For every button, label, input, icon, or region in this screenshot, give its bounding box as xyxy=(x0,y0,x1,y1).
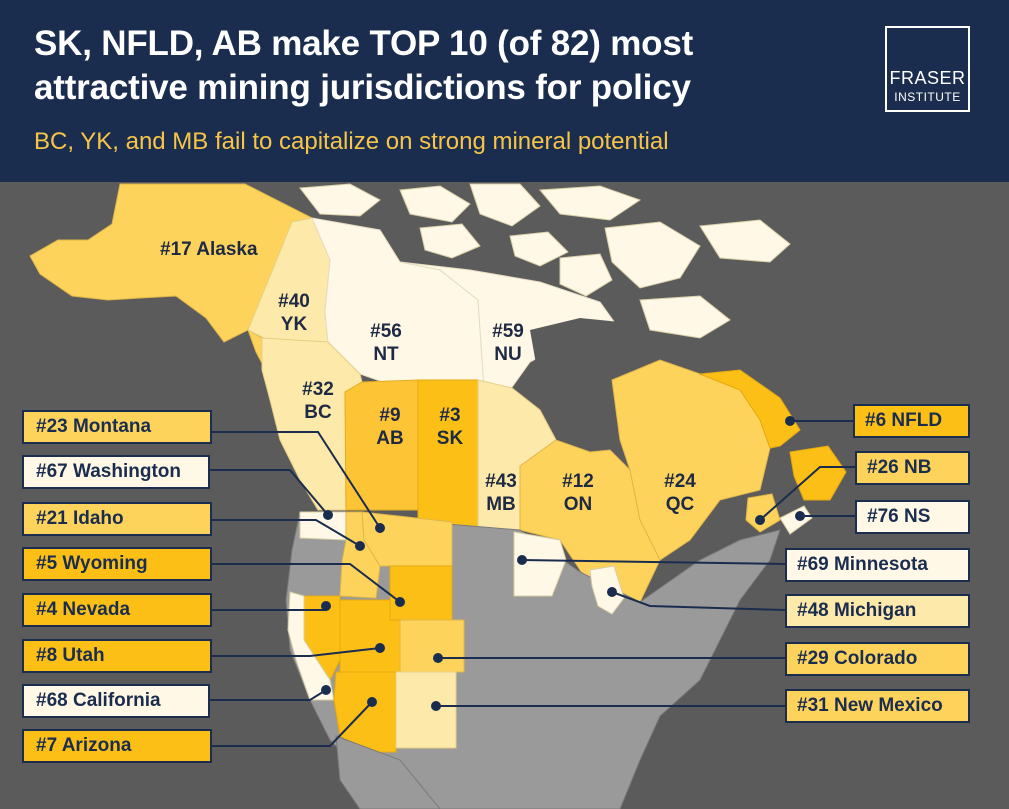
hudson-bay xyxy=(530,318,632,450)
label-alberta-rank: #9 xyxy=(379,405,401,426)
label-nwt-rank: #56 xyxy=(370,321,402,342)
callout-ns: #76 NS xyxy=(855,500,970,534)
callout-new-mexico: #31 New Mexico xyxy=(785,689,970,723)
callout-michigan: #48 Michigan xyxy=(785,594,970,628)
region-michigan xyxy=(589,565,625,615)
label-quebec-code: QC xyxy=(665,494,695,515)
label-nunavut-code: NU xyxy=(494,344,522,365)
label-ontario-rank: #12 xyxy=(562,471,594,492)
logo-line-1: FRASER xyxy=(889,68,966,88)
newfoundland-island xyxy=(789,445,847,501)
fraser-institute-logo: FRASER INSTITUTE xyxy=(885,26,970,112)
region-colorado xyxy=(399,619,465,673)
callout-nevada: #4 Nevada xyxy=(22,593,212,627)
jurisdiction-map xyxy=(29,183,855,809)
label-quebec-rank: #24 xyxy=(664,471,696,492)
callout-washington: #67 Washington xyxy=(22,455,210,489)
callout-nb: #26 NB xyxy=(855,451,970,485)
callout-california: #68 California xyxy=(22,684,210,718)
callout-colorado: #29 Colorado xyxy=(785,642,970,676)
label-nunavut: #59 NU xyxy=(488,320,528,366)
arctic-islands xyxy=(299,183,791,339)
leader-endpoints xyxy=(321,416,805,711)
callout-nfld: #6 NFLD xyxy=(853,404,970,438)
region-new-mexico xyxy=(395,671,457,749)
label-yukon-rank: #40 xyxy=(278,291,310,312)
label-saskatchewan-code: SK xyxy=(436,428,464,449)
label-manitoba-code: MB xyxy=(486,494,516,515)
label-saskatchewan-rank: #3 xyxy=(439,405,461,426)
region-washington xyxy=(299,511,347,541)
page-subtitle: BC, YK, and MB fail to capitalize on str… xyxy=(34,128,669,155)
label-quebec: #24 QC xyxy=(660,470,700,516)
label-bc: #32 BC xyxy=(298,378,338,424)
label-bc-code: BC xyxy=(304,402,332,423)
label-manitoba-rank: #43 xyxy=(485,471,517,492)
region-minnesota xyxy=(513,531,567,597)
label-alberta-code: AB xyxy=(376,428,404,449)
label-ontario-code: ON xyxy=(563,494,593,515)
region-saskatchewan xyxy=(417,379,479,529)
label-nunavut-rank: #59 xyxy=(492,321,524,342)
label-yukon: #40 YK xyxy=(274,290,314,336)
region-mexico xyxy=(335,735,441,809)
label-alaska: #17 Alaska xyxy=(160,239,258,260)
region-bc xyxy=(261,337,363,511)
label-yukon-code: YK xyxy=(280,314,308,335)
callout-montana: #23 Montana xyxy=(22,410,212,444)
callout-wyoming: #5 Wyoming xyxy=(22,547,212,581)
label-nwt: #56 NT xyxy=(366,320,406,366)
callout-idaho: #21 Idaho xyxy=(22,502,212,536)
header-banner: SK, NFLD, AB make TOP 10 (of 82) most at… xyxy=(0,0,1009,182)
label-ontario: #12 ON xyxy=(558,470,598,516)
label-alberta: #9 AB xyxy=(370,404,410,450)
region-wyoming xyxy=(389,565,453,621)
label-saskatchewan: #3 SK xyxy=(430,404,470,450)
callout-minnesota: #69 Minnesota xyxy=(785,548,970,582)
region-alberta xyxy=(344,379,419,511)
leader-lines xyxy=(210,420,855,747)
logo-line-2: INSTITUTE xyxy=(894,90,961,104)
region-new-brunswick xyxy=(745,493,781,533)
label-manitoba: #43 MB xyxy=(481,470,521,516)
region-nova-scotia xyxy=(779,505,813,535)
label-nwt-code: NT xyxy=(373,344,399,365)
region-newfoundland xyxy=(699,369,801,449)
label-bc-rank: #32 xyxy=(302,379,334,400)
callout-arizona: #7 Arizona xyxy=(22,729,212,763)
page-title: SK, NFLD, AB make TOP 10 (of 82) most at… xyxy=(34,24,694,107)
callout-utah: #8 Utah xyxy=(22,639,212,673)
